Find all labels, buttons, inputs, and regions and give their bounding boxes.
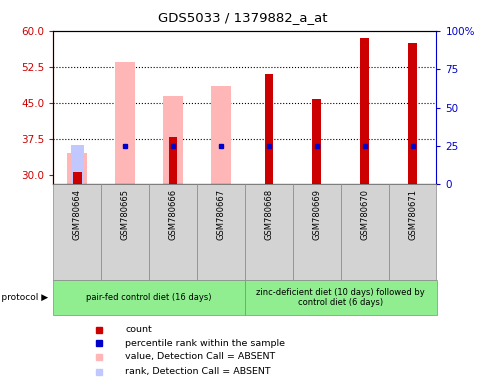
Bar [244,280,436,315]
Bar [115,62,135,184]
Text: GSM780670: GSM780670 [360,189,368,240]
Bar [388,184,436,280]
Bar [149,184,197,280]
Bar [101,184,149,280]
Bar [408,43,416,184]
Text: GSM780671: GSM780671 [407,189,416,240]
Bar [340,184,388,280]
Bar [244,184,292,280]
Bar [360,38,368,184]
Bar [163,96,183,184]
Text: pair-fed control diet (16 days): pair-fed control diet (16 days) [86,293,212,302]
Text: GDS5033 / 1379882_a_at: GDS5033 / 1379882_a_at [157,12,327,25]
Bar [168,137,177,184]
Text: count: count [125,325,151,334]
Text: value, Detection Call = ABSENT: value, Detection Call = ABSENT [125,352,275,361]
Text: GSM780664: GSM780664 [73,189,82,240]
Bar [73,172,81,184]
Text: zinc-deficient diet (10 days) followed by
control diet (6 days): zinc-deficient diet (10 days) followed b… [256,288,424,307]
Bar [71,145,84,184]
Text: GSM780666: GSM780666 [168,189,177,240]
Bar [312,99,320,184]
Bar [53,184,101,280]
Bar [211,86,230,184]
Bar [197,184,244,280]
Text: GSM780669: GSM780669 [312,189,320,240]
Bar [53,280,244,315]
Text: GSM780667: GSM780667 [216,189,225,240]
Bar [67,153,87,184]
Text: rank, Detection Call = ABSENT: rank, Detection Call = ABSENT [125,367,270,376]
Text: growth protocol ▶: growth protocol ▶ [0,293,48,302]
Bar [264,74,272,184]
Bar [292,184,340,280]
Text: GSM780668: GSM780668 [264,189,273,240]
Text: percentile rank within the sample: percentile rank within the sample [125,339,285,348]
Text: GSM780665: GSM780665 [121,189,129,240]
